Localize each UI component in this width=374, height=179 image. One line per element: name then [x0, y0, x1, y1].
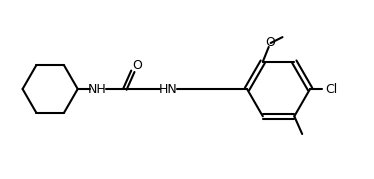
- Text: NH: NH: [88, 83, 107, 96]
- Text: Cl: Cl: [326, 83, 338, 96]
- Text: O: O: [266, 36, 276, 49]
- Text: O: O: [132, 59, 142, 72]
- Text: HN: HN: [159, 83, 178, 96]
